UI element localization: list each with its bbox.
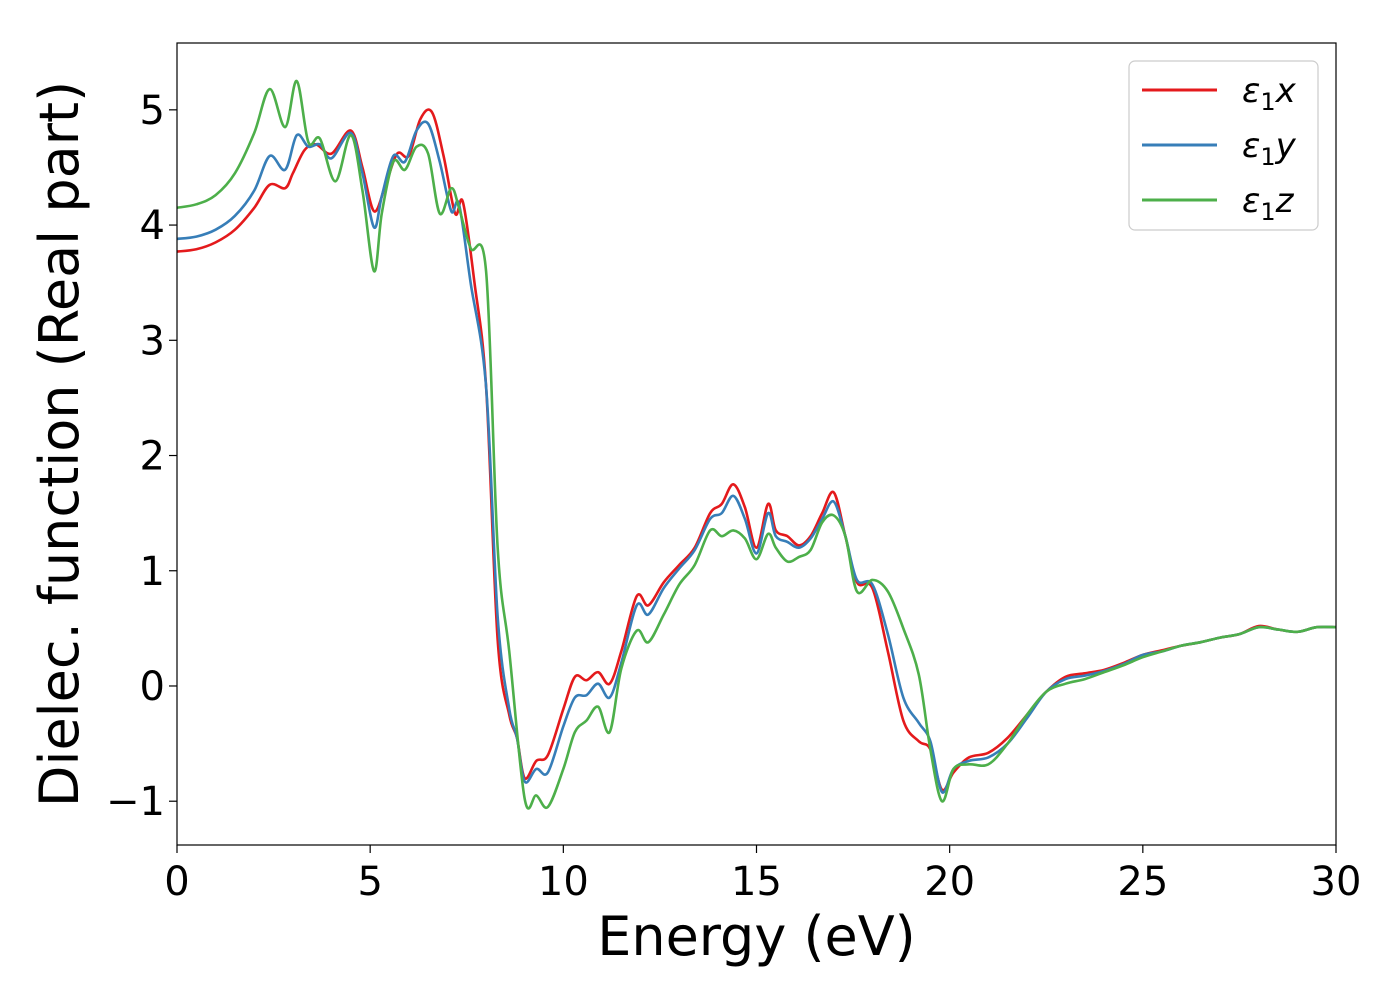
x-tick-label: 20 [924, 859, 975, 905]
y-tick-label: 3 [140, 318, 165, 364]
x-tick-label: 15 [731, 859, 782, 905]
y-axis-title: Dielec. function (Real part) [28, 81, 91, 807]
x-axis-title: Energy (eV) [597, 905, 916, 968]
legend-label-y: ε1y [1242, 126, 1297, 171]
y-tick-label: 5 [140, 88, 165, 134]
legend-label-z: ε1z [1242, 181, 1295, 226]
x-tick-label: 5 [357, 859, 382, 905]
x-tick-label: 0 [164, 859, 189, 905]
series-line-y [177, 120, 1336, 794]
x-tick-label: 25 [1117, 859, 1168, 905]
x-tick-label: 10 [538, 859, 589, 905]
y-tick-label: 1 [140, 549, 165, 595]
series-line-z [177, 79, 1336, 810]
y-tick-label: −1 [106, 779, 165, 825]
y-axis-ticks: −1 0 1 2 3 4 5 [106, 88, 177, 825]
x-axis-ticks: 0 5 10 15 20 25 30 [164, 845, 1361, 905]
series-layer [177, 79, 1336, 810]
y-tick-label: 0 [140, 664, 165, 710]
x-tick-label: 30 [1311, 859, 1362, 905]
y-tick-label: 4 [140, 203, 165, 249]
legend: ε1x ε1y ε1z [1128, 60, 1319, 231]
legend-label-x: ε1x [1242, 71, 1297, 116]
y-tick-label: 2 [140, 434, 165, 480]
legend-box [1128, 60, 1319, 231]
